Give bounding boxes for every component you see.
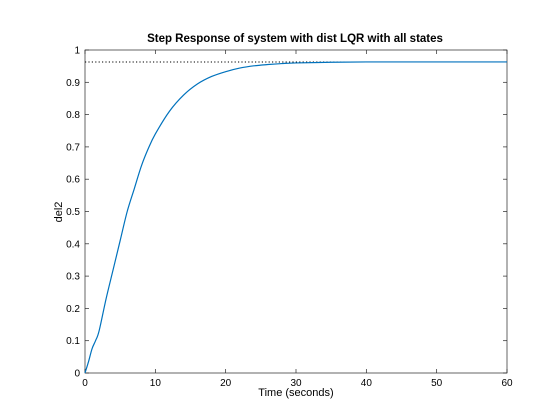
x-tick-label: 50 <box>431 378 443 389</box>
y-tick-label: 0.4 <box>66 239 80 250</box>
x-tick-label: 10 <box>150 378 162 389</box>
x-axis-ticks: 0 10 20 30 40 50 60 <box>82 50 513 389</box>
y-tick-label: 0.2 <box>66 304 80 315</box>
y-tick-label: 0.7 <box>66 142 80 153</box>
chart-title: Step Response of system with dist LQR wi… <box>147 33 443 45</box>
x-tick-label: 20 <box>220 378 232 389</box>
y-tick-label: 0.3 <box>66 272 80 283</box>
y-tick-label: 0.6 <box>66 175 80 186</box>
y-tick-label: 0.9 <box>66 78 80 89</box>
x-tick-label: 30 <box>290 378 302 389</box>
x-tick-label: 40 <box>361 378 373 389</box>
y-tick-label: 0.5 <box>66 207 80 218</box>
axes-box <box>84 49 508 374</box>
y-axis-ticks: 0 0.1 0.2 0.3 0.4 0.5 0.6 0.7 0.8 0.9 1 <box>66 46 507 380</box>
x-tick-label: 0 <box>82 378 88 389</box>
x-axis-label: Time (seconds) <box>258 387 333 399</box>
y-tick-label: 0 <box>74 369 80 380</box>
y-tick-label: 1 <box>74 46 80 57</box>
y-axis-label: del2 <box>53 202 65 223</box>
series-line-del2 <box>84 61 507 374</box>
y-tick-label: 0.8 <box>66 110 80 121</box>
x-tick-label: 60 <box>501 378 513 389</box>
plot-area: 0 10 20 30 40 50 60 00.10.20.30.40.50.60.70.80… <box>66 46 513 390</box>
y-tick-label: 0.1 <box>66 336 80 347</box>
